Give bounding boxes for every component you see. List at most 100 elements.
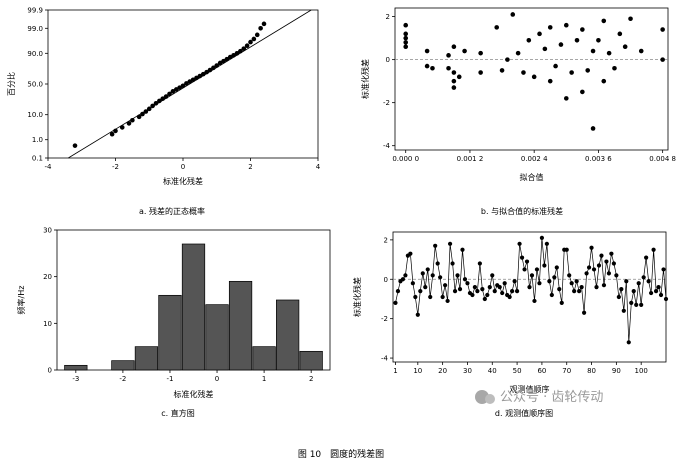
order-point (552, 275, 557, 280)
fit-point (580, 27, 585, 32)
order-point (564, 247, 569, 252)
fit-point (574, 37, 580, 43)
prob-point (214, 63, 220, 68)
prob-x-tick-label: 2 (248, 163, 252, 171)
fit-point (510, 12, 516, 17)
order-point (629, 300, 634, 306)
prob-point (150, 103, 155, 109)
order-x-tick-label: 60 (537, 367, 546, 375)
fit-point (403, 44, 409, 50)
fit-point (430, 65, 435, 71)
order-point (522, 267, 527, 272)
order-point (514, 288, 520, 294)
order-x-tick-label: 1 (393, 367, 397, 375)
order-point (413, 294, 418, 300)
hist-bar (228, 280, 253, 371)
order-x-axis-label: 观测值顺序 (510, 384, 550, 394)
prob-point (187, 79, 193, 84)
order-point (547, 279, 552, 284)
prob-point (170, 89, 176, 94)
hist-bar (181, 243, 206, 371)
fit-point (403, 31, 409, 37)
order-y-tick-label: -4 (381, 355, 389, 363)
order-point (658, 292, 664, 298)
prob-point (126, 121, 132, 126)
prob-y-tick-label: 99.0 (27, 25, 43, 33)
order-point (534, 267, 540, 272)
fit-point (462, 48, 467, 54)
fit-x-tick-label: 0.004 8 (649, 155, 676, 163)
fit-point (601, 18, 607, 24)
fit-point (424, 48, 430, 54)
fit-y-tick-label: -2 (383, 99, 390, 107)
prob-point (180, 83, 186, 89)
fit-point (660, 27, 665, 32)
prob-point (136, 114, 142, 120)
fit-point (531, 74, 537, 80)
fit-point (563, 22, 569, 28)
order-point (423, 285, 428, 290)
order-x-tick-label: 40 (488, 367, 497, 375)
order-point (477, 261, 482, 266)
order-point (502, 281, 507, 286)
fit-point (494, 25, 500, 30)
order-x-tick-label: 70 (562, 367, 571, 375)
order-point (470, 292, 475, 298)
prob-point (140, 111, 145, 117)
prob-point (173, 87, 179, 92)
fit-point (451, 70, 457, 75)
order-point (626, 340, 631, 345)
residual-vs-fit-plot: 0.000 0 0.001 2 0.002 4 0.003 6 0.004 8 -4 -2 0… (360, 7, 676, 182)
fit-point (403, 22, 409, 28)
hist-x-tick-label: 2 (309, 375, 313, 383)
prob-y-tick-label: 10.0 (27, 111, 43, 119)
caption-c: c. 直方图 (161, 408, 194, 418)
hist-bar (205, 304, 229, 371)
prob-point (231, 52, 236, 58)
order-point (599, 253, 604, 258)
prob-point (248, 39, 253, 45)
fit-point (478, 50, 483, 56)
order-point (631, 288, 636, 294)
prob-y-tick-label: 50.0 (27, 81, 43, 89)
order-point (594, 285, 599, 290)
fit-point (403, 35, 409, 41)
fit-point (601, 78, 607, 84)
prob-point (251, 36, 257, 42)
order-point (460, 247, 465, 252)
order-point (641, 275, 646, 280)
prob-x-axis-label: 标准化残差 (163, 176, 203, 186)
hist-x-tick-label: -2 (119, 375, 126, 383)
order-point (649, 290, 654, 296)
prob-point (177, 85, 182, 90)
fit-point (505, 57, 510, 62)
prob-point (167, 91, 172, 97)
figure-caption: 图 10 圆度的残差图 (298, 448, 384, 460)
prob-fit-line (68, 9, 312, 159)
order-x-tick-label: 50 (513, 367, 522, 375)
fit-point (403, 40, 409, 45)
prob-point (204, 69, 209, 75)
order-point (653, 288, 659, 294)
fit-x-tick-label: 0.001 2 (457, 155, 484, 163)
order-point (606, 271, 612, 276)
fit-y-axis-label: 标准化残差 (360, 59, 370, 99)
order-point (646, 279, 651, 284)
order-point (569, 281, 574, 286)
fit-point (638, 48, 644, 54)
order-y-tick-label: 0 (384, 276, 388, 284)
prob-point (163, 94, 169, 99)
prob-point (234, 51, 240, 56)
fit-point (563, 96, 569, 101)
fit-point (622, 44, 628, 50)
order-x-tick-label: 10 (413, 367, 422, 375)
order-point (452, 288, 458, 294)
order-point (644, 255, 649, 260)
order-point (465, 281, 470, 286)
order-point (435, 261, 440, 266)
order-point (529, 273, 535, 278)
fit-point (569, 70, 574, 75)
order-point (554, 265, 559, 270)
prob-y-tick-label: 1.0 (32, 136, 43, 144)
order-point (584, 271, 589, 276)
